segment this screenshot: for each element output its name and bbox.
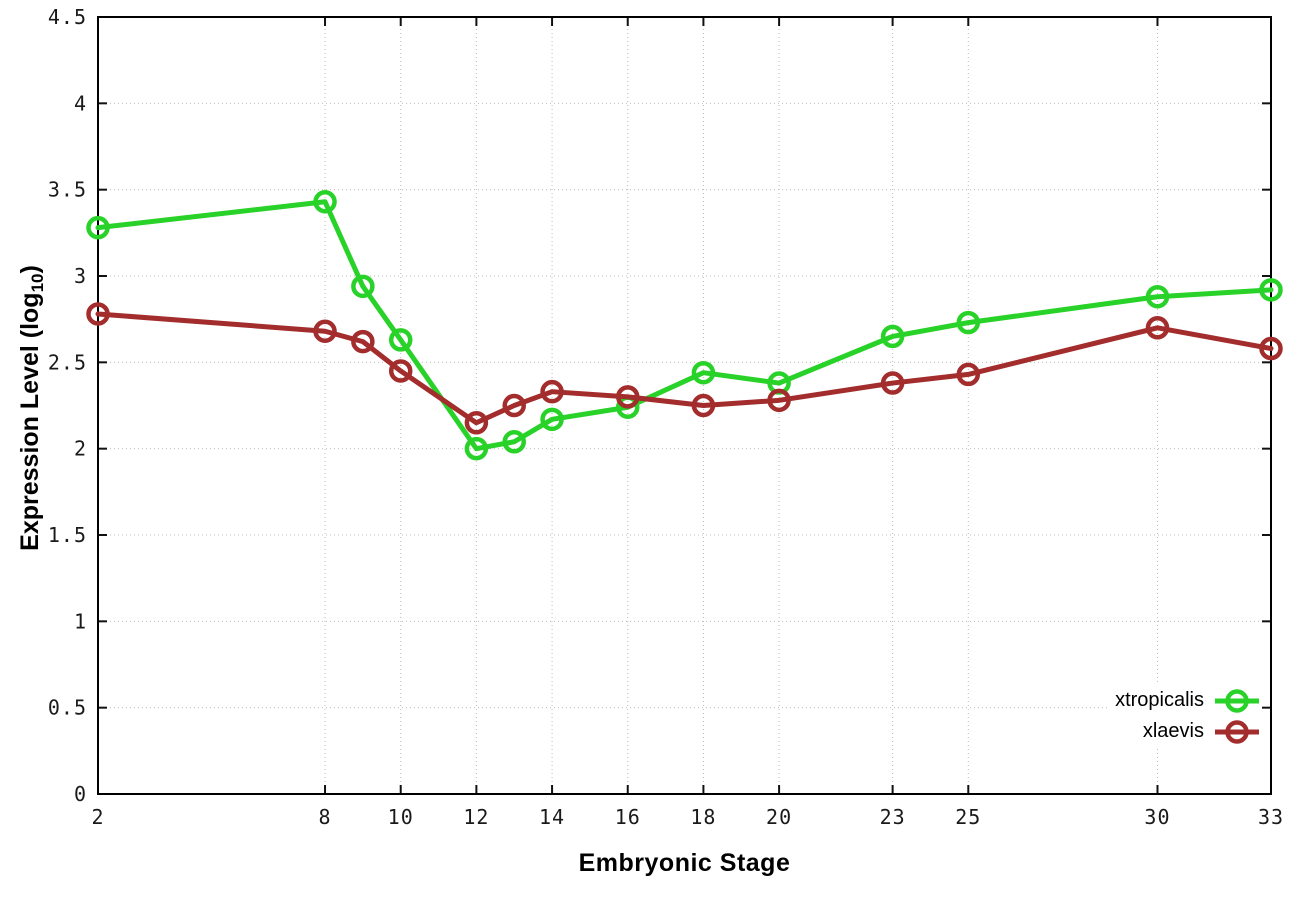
y-axis-title-text: Expression Level (log [16,292,44,551]
data-point-xtropicalis [691,360,716,385]
data-point-xtropicalis [1145,284,1170,309]
series-xtropicalis [86,190,1283,461]
y-tick-label: 3.5 [48,178,87,202]
plot-border [97,16,1272,795]
data-point-xtropicalis [502,430,526,454]
data-point-xlaevis [691,393,716,418]
x-tick-label: 14 [539,805,565,829]
y-tick-label: 3 [74,264,87,288]
x-tick-label: 2 [91,805,104,829]
data-point-xlaevis [313,319,337,344]
data-point-xtropicalis [86,215,110,240]
data-point-xtropicalis [540,407,564,432]
legend-label-xlaevis: xlaevis [1142,720,1204,742]
data-point-xlaevis [540,379,564,404]
data-point-xlaevis [1259,336,1283,361]
x-tick-label: 10 [388,805,414,829]
y-axis-title: Expression Level (log10) [13,202,47,614]
y-axis-title-subscript: 10 [28,273,47,293]
y-tick-label: 4 [74,91,87,115]
x-tick-label: 12 [463,805,489,829]
y-tick-label: 4.5 [48,5,87,29]
x-tick-label: 8 [319,805,332,829]
data-point-xtropicalis [1259,278,1283,302]
x-tick-label: 20 [766,805,792,829]
x-axis-title: Embryonic Stage [578,849,791,877]
x-tick-label: 33 [1258,805,1284,829]
data-point-xtropicalis [464,436,489,461]
data-point-xlaevis [86,302,110,326]
legend-item-xlaevis: xlaevis [1115,716,1260,747]
data-point-xlaevis [502,393,526,418]
x-tick-label: 25 [955,805,981,829]
data-point-xtropicalis [880,324,905,349]
data-point-xlaevis [388,359,413,383]
data-point-xtropicalis [388,328,413,352]
series-line-xlaevis [95,311,1274,426]
data-point-xlaevis [351,329,375,354]
data-point-xtropicalis [313,190,337,214]
data-point-xlaevis [464,411,489,435]
y-tick-label: 2.5 [48,350,87,374]
y-tick-label: 0 [74,782,87,806]
y-tick-label: 2 [74,437,87,461]
data-point-xlaevis [880,371,905,395]
data-point-xlaevis [956,362,981,387]
data-point-xlaevis [1145,316,1170,340]
x-tick-label: 16 [615,805,641,829]
y-axis-title-suffix: ) [16,265,44,274]
legend-sample-xtropicalis [1215,688,1259,713]
legend-sample-xlaevis [1215,719,1259,744]
y-tick-label: 1 [74,609,87,633]
series-xlaevis [86,302,1283,435]
data-point-xlaevis [767,388,791,413]
x-tick-label: 23 [880,805,906,829]
legend-label-xtropicalis: xtropicalis [1115,689,1204,711]
x-tick-label: 30 [1144,805,1170,829]
y-tick-label: 1.5 [48,523,87,547]
legend: xtropicalis xlaevis [1107,683,1262,749]
y-tick-label: 0.5 [48,696,87,720]
x-tick-labels: 2 8 10 12 14 16 18 20 23 25 30 33 [91,805,1284,829]
y-tick-labels: 0 0.5 1 1.5 2 2.5 3 3.5 4 4.5 [48,5,87,806]
data-point-xlaevis [615,385,640,409]
data-point-xtropicalis [351,274,375,299]
data-point-xtropicalis [956,310,981,335]
legend-item-xtropicalis: xtropicalis [1115,685,1260,716]
x-tick-label: 18 [690,805,716,829]
